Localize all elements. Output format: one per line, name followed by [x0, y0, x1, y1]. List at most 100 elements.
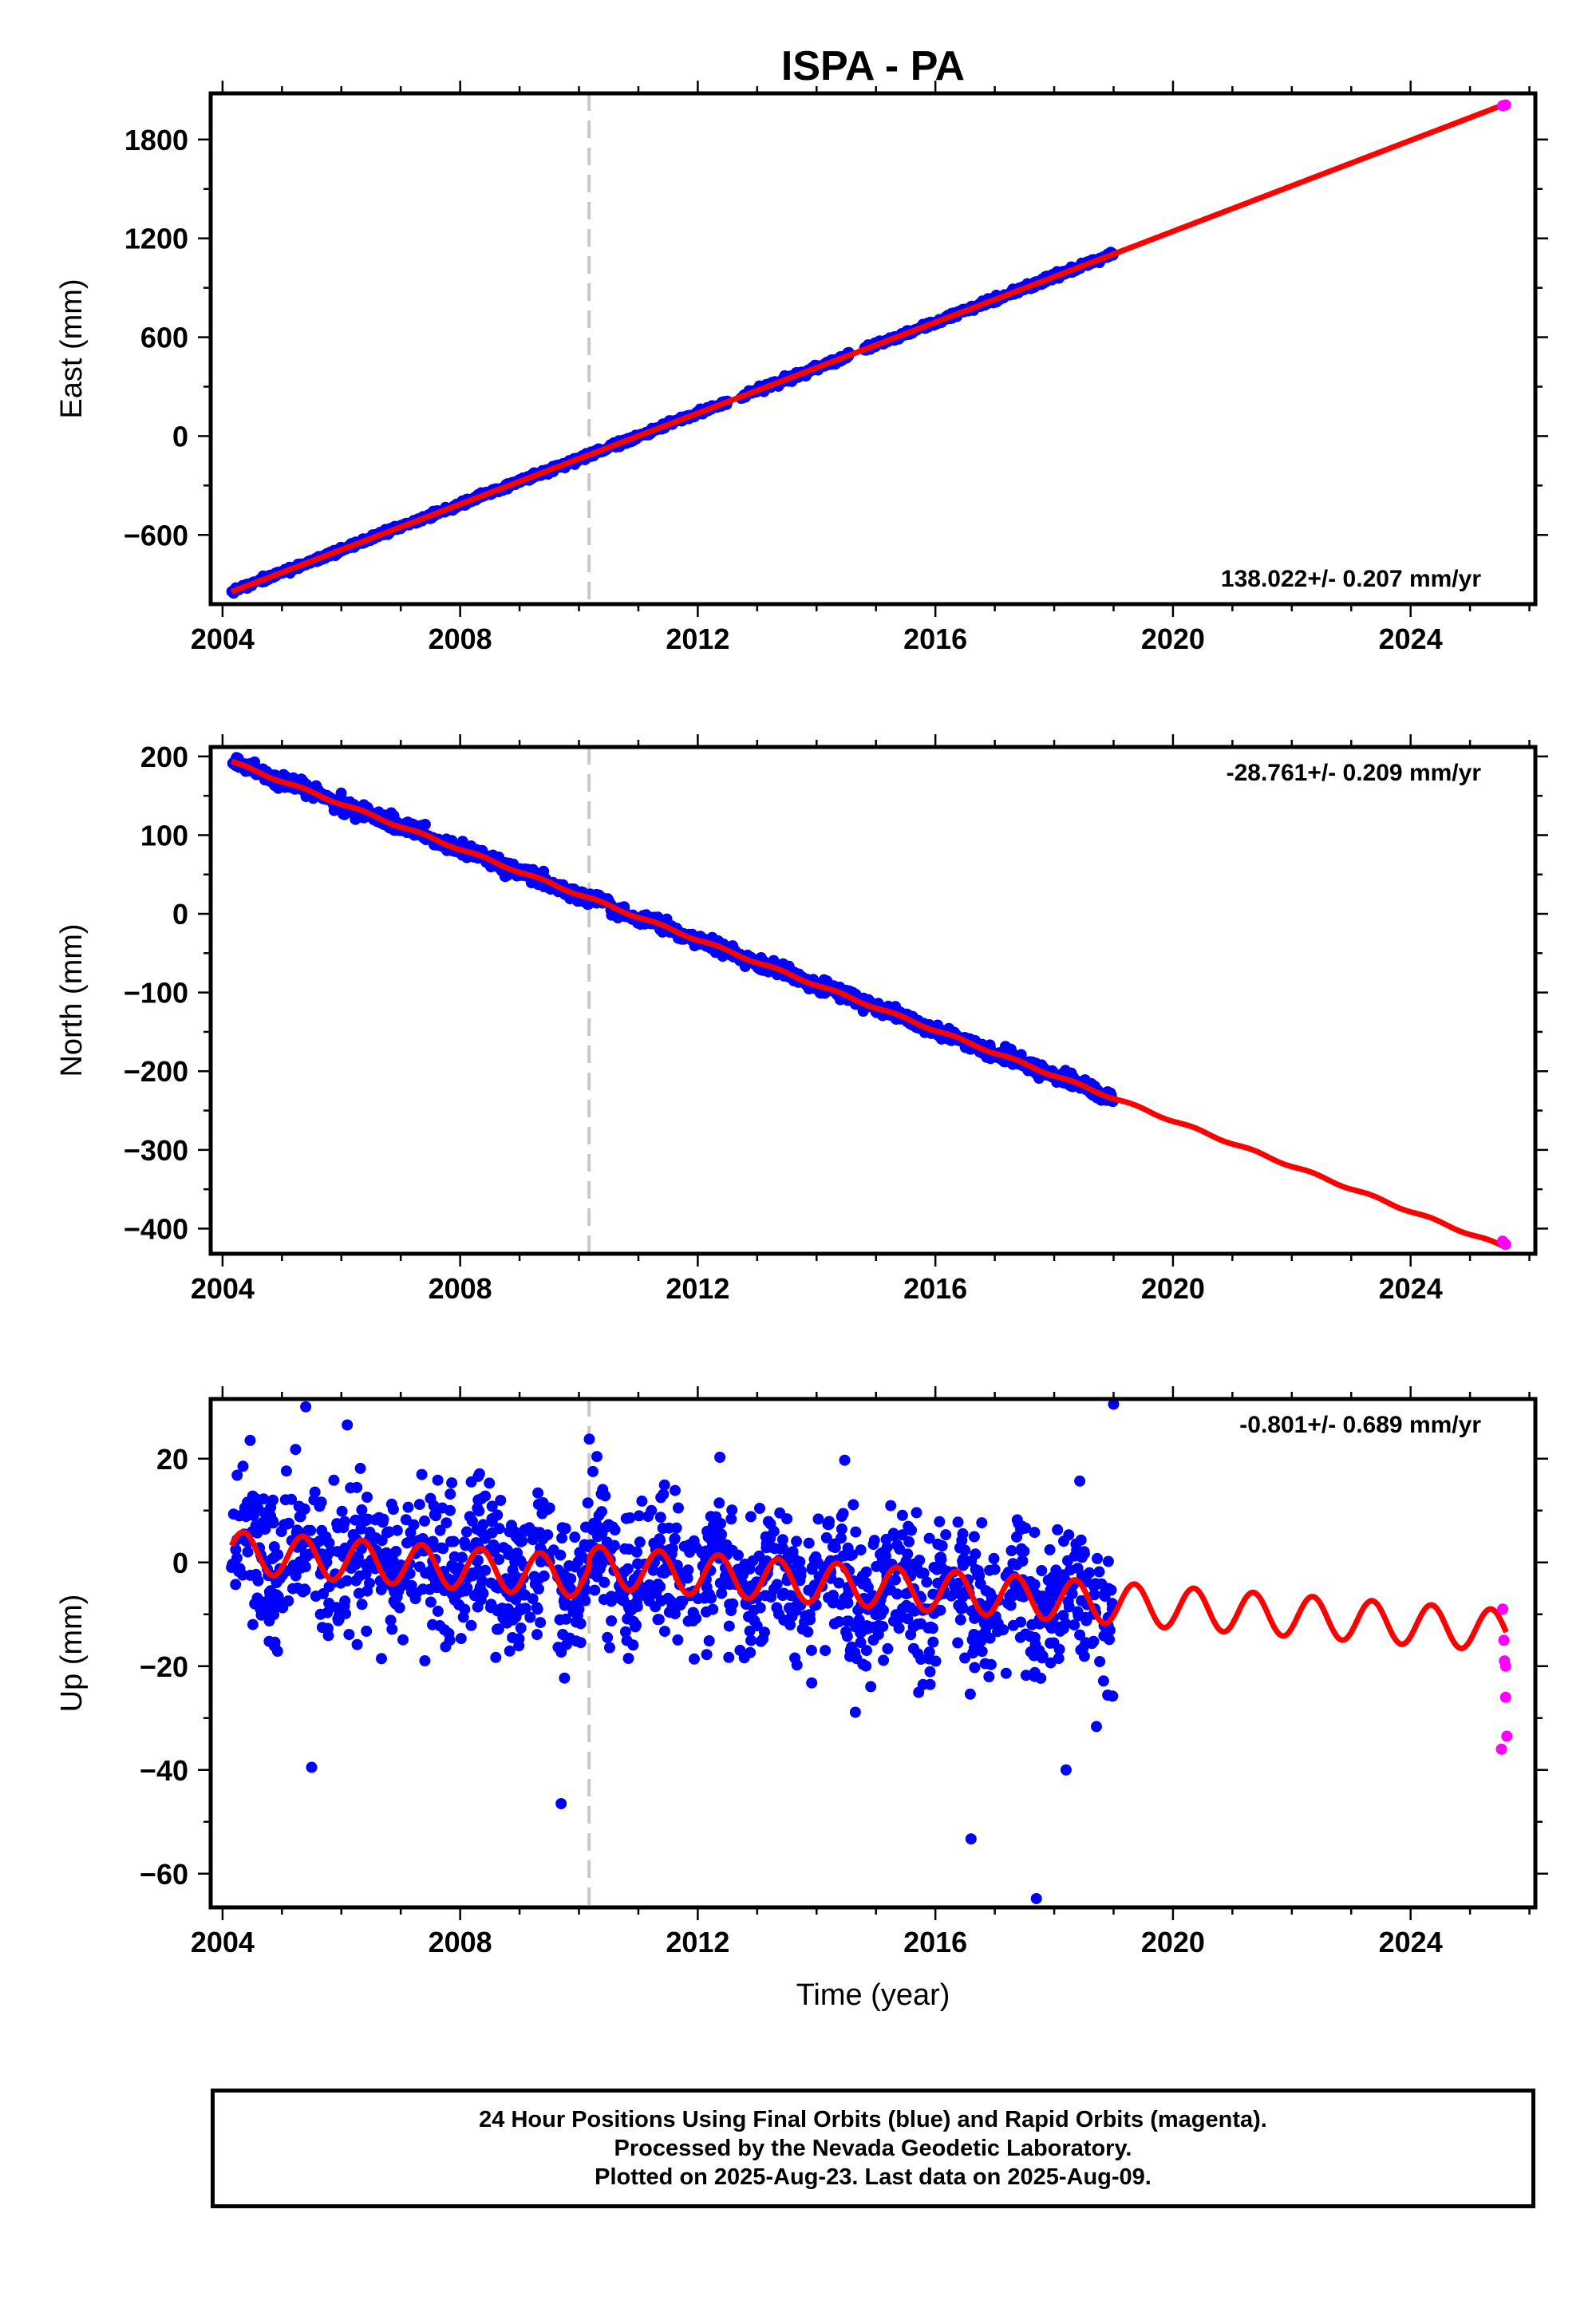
final-point: [429, 1577, 441, 1589]
final-point: [709, 1526, 721, 1538]
final-point: [634, 1536, 646, 1548]
final-point: [903, 1535, 915, 1547]
final-point: [251, 1493, 262, 1505]
final-point: [643, 1595, 655, 1607]
final-point: [754, 1503, 765, 1514]
final-point: [618, 1595, 630, 1607]
final-point: [636, 1495, 648, 1507]
final-point: [747, 1555, 759, 1567]
final-point: [231, 1552, 243, 1564]
final-point: [860, 1645, 872, 1657]
final-point: [852, 1604, 864, 1616]
velocity-label: -28.761+/- 0.209 mm/yr: [1227, 760, 1482, 786]
final-point: [760, 1542, 772, 1554]
final-point: [283, 1517, 294, 1529]
rapid-point: [1497, 1603, 1509, 1615]
final-point: [1102, 1555, 1114, 1567]
final-point: [589, 1584, 601, 1596]
final-point: [968, 1629, 980, 1640]
final-point: [791, 1535, 803, 1547]
x-tick-label: 2004: [191, 1926, 255, 1958]
final-point: [244, 1434, 256, 1446]
final-point: [282, 1595, 294, 1607]
y-tick-label: −600: [124, 519, 188, 551]
final-point: [1014, 1587, 1026, 1599]
final-point: [846, 1641, 857, 1653]
final-point: [591, 1451, 602, 1463]
final-point: [267, 1517, 279, 1529]
final-point: [932, 1538, 944, 1550]
final-point: [891, 1539, 903, 1551]
final-point: [784, 1602, 795, 1614]
y-tick-label: 0: [172, 1547, 188, 1579]
final-point: [599, 1490, 611, 1502]
final-point: [230, 1543, 242, 1555]
final-point: [836, 1523, 847, 1535]
final-point: [322, 1630, 334, 1642]
panel-up: 2004 2008 2012 2016 2020 2024 −60 −40 −20 0 20 Up (…: [55, 1386, 1548, 2012]
final-point: [969, 1662, 981, 1674]
final-point: [791, 1659, 803, 1671]
final-point: [670, 1522, 682, 1534]
y-tick-label: −400: [124, 1212, 188, 1245]
final-point: [391, 1524, 403, 1536]
final-point: [308, 1494, 320, 1506]
final-point: [280, 1465, 292, 1477]
final-point: [715, 1518, 726, 1529]
y-tick-label: −100: [124, 977, 188, 1010]
info-line-dates: Plotted on 2025-Aug-23. Last data on 202…: [595, 2164, 1152, 2191]
final-point: [959, 1652, 971, 1664]
final-point: [267, 1494, 279, 1506]
final-point: [606, 1615, 618, 1626]
final-point: [619, 1626, 631, 1638]
final-point: [833, 1577, 845, 1589]
final-point: [287, 1559, 299, 1571]
final-point: [350, 1514, 361, 1526]
final-point: [860, 1660, 872, 1672]
final-point: [880, 1533, 892, 1545]
final-point: [1060, 1618, 1072, 1630]
final-point: [924, 1666, 936, 1678]
final-point: [1076, 1570, 1088, 1582]
final-point: [598, 1594, 610, 1606]
rapid-point: [1499, 1660, 1511, 1672]
final-point: [768, 1583, 780, 1595]
rapid-point: [1499, 99, 1511, 111]
final-point: [356, 1599, 368, 1611]
y-axis-label: Up (mm): [55, 1595, 89, 1713]
final-point: [882, 1642, 894, 1654]
final-point: [771, 1602, 783, 1614]
final-point: [745, 1511, 757, 1523]
final-point: [1088, 1635, 1100, 1647]
final-point: [1074, 1629, 1086, 1641]
final-point: [448, 1551, 460, 1563]
final-point: [658, 1479, 670, 1491]
final-point: [1036, 1652, 1048, 1664]
final-point: [444, 1488, 456, 1500]
final-point: [594, 1563, 606, 1575]
final-point: [1090, 1578, 1101, 1590]
final-point: [670, 1484, 681, 1496]
final-point: [812, 1513, 824, 1525]
final-point: [878, 1654, 890, 1666]
final-point: [778, 1614, 790, 1626]
final-point: [559, 1523, 571, 1535]
final-point: [984, 1632, 996, 1644]
final-point: [658, 1567, 670, 1579]
final-point: [381, 1527, 393, 1539]
final-point: [504, 1645, 516, 1657]
final-point: [376, 1653, 387, 1665]
final-point: [1048, 1637, 1060, 1649]
final-point: [353, 1587, 365, 1599]
final-point: [655, 1492, 667, 1504]
final-point: [524, 1611, 536, 1623]
final-point: [555, 1549, 567, 1561]
final-point: [492, 1509, 504, 1521]
final-point: [643, 1579, 655, 1591]
final-point: [867, 1539, 879, 1551]
final-point: [604, 1642, 615, 1654]
final-point: [419, 1515, 430, 1527]
final-point: [350, 1559, 361, 1571]
final-point: [535, 1617, 547, 1629]
final-point: [472, 1555, 484, 1567]
